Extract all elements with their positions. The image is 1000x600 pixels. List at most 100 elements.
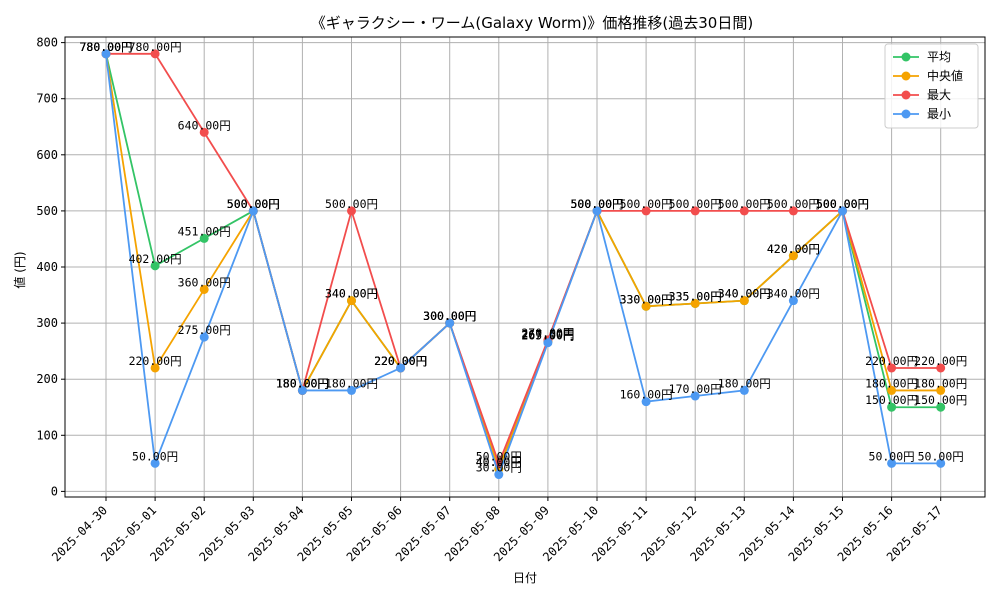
data-label: 340.00円 [767,287,820,301]
data-point [788,206,798,216]
data-point [887,402,897,412]
data-label: 330.00円 [620,292,673,306]
data-label: 220.00円 [374,354,427,368]
data-label: 780.00円 [79,40,132,54]
y-tick-label: 500 [36,204,58,218]
data-point [297,385,307,395]
data-label: 40.00円 [476,455,522,469]
data-label: 780.00円 [129,40,182,54]
data-point [936,385,946,395]
data-point [690,298,700,308]
data-point [347,296,356,306]
data-point [543,338,553,348]
legend-label: 最大 [927,88,951,102]
data-label: 50.00円 [132,449,178,463]
legend-marker [901,52,911,62]
x-axis-title: 日付 [513,571,537,585]
data-label: 160.00円 [620,388,673,402]
data-label: 275.00円 [178,323,231,337]
series-line [105,53,941,478]
data-label: 150.00円 [914,393,967,407]
data-label: 500.00円 [767,197,820,211]
y-tick-label: 600 [36,148,58,162]
data-point [887,363,897,373]
data-label: 50.00円 [918,449,964,463]
legend-label: 中央値 [927,68,963,83]
data-label: 780.00円 [79,40,132,54]
plot-frame [64,36,986,498]
legend-marker [901,109,911,119]
series-group [101,49,946,480]
data-label: 30.00円 [476,461,522,475]
data-label: 340.00円 [718,287,771,301]
data-label: 500.00円 [570,197,623,211]
data-point [690,391,700,401]
data-point [347,206,356,216]
data-labels: 780.00円 402.00円 451.00円 500.00円 180.00円 340.0… [79,40,967,475]
data-label: 220.00円 [129,354,182,368]
data-label: 265.00円 [521,329,574,343]
series-line [106,52,941,466]
data-label: 780.00円 [79,40,132,54]
data-label: 500.00円 [325,197,378,211]
data-label: 180.00円 [325,376,378,390]
data-point [199,284,209,294]
data-label: 420.00円 [767,242,820,256]
data-point [150,458,160,468]
data-point [445,318,455,328]
data-label: 500.00円 [227,197,280,211]
data-label: 180.00円 [276,376,329,390]
y-tick-label: 800 [36,36,58,50]
data-label: 500.00円 [570,197,623,211]
data-label: 180.00円 [718,376,771,390]
data-label: 360.00円 [178,275,231,289]
data-point [150,261,160,271]
series-4 [101,49,946,480]
data-label: 220.00円 [374,354,427,368]
data-point [199,233,209,243]
data-label: 500.00円 [816,197,869,211]
data-point [150,363,160,373]
data-point [641,397,651,407]
data-label: 300.00円 [423,309,476,323]
data-point [396,363,406,373]
series-line [105,53,941,472]
data-label: 220.00円 [374,354,427,368]
data-label: 451.00円 [178,224,231,238]
data-label: 267.50円 [521,327,574,341]
data-label: 180.00円 [276,376,329,390]
legend-label: 平均 [927,50,951,64]
legend-label: 最小 [927,107,951,121]
legend-marker [901,90,911,100]
chart-title: 《ギャラクシー・ワーム(Galaxy Worm)》価格推移(過去30日間) [311,14,753,32]
data-label: 180.00円 [914,376,967,390]
y-tick-label: 100 [36,428,58,442]
data-point [641,206,651,216]
data-label: 402.00円 [129,252,182,266]
y-tick-label: 0 [51,484,58,498]
data-point [592,206,602,216]
data-label: 300.00円 [423,309,476,323]
y-tick-label: 700 [36,92,58,106]
data-point [739,296,749,306]
data-point [887,385,897,395]
data-label: 220.00円 [374,354,427,368]
data-label: 500.00円 [570,197,623,211]
data-label: 330.00円 [620,292,673,306]
data-point [936,402,946,412]
data-point [739,206,749,216]
data-point [838,206,847,216]
y-tick-label: 400 [36,260,58,274]
data-label: 335.00円 [669,289,722,303]
data-point [248,206,258,216]
data-label: 340.00円 [718,287,771,301]
data-label: 220.00円 [914,354,967,368]
data-label: 300.00円 [423,309,476,323]
data-label: 150.00円 [865,393,918,407]
data-label: 340.00円 [325,287,378,301]
data-label: 270.00円 [521,326,574,340]
y-axis-title: 値 (円) [12,251,27,288]
data-label: 170.00円 [669,382,722,396]
data-label: 500.00円 [718,197,771,211]
